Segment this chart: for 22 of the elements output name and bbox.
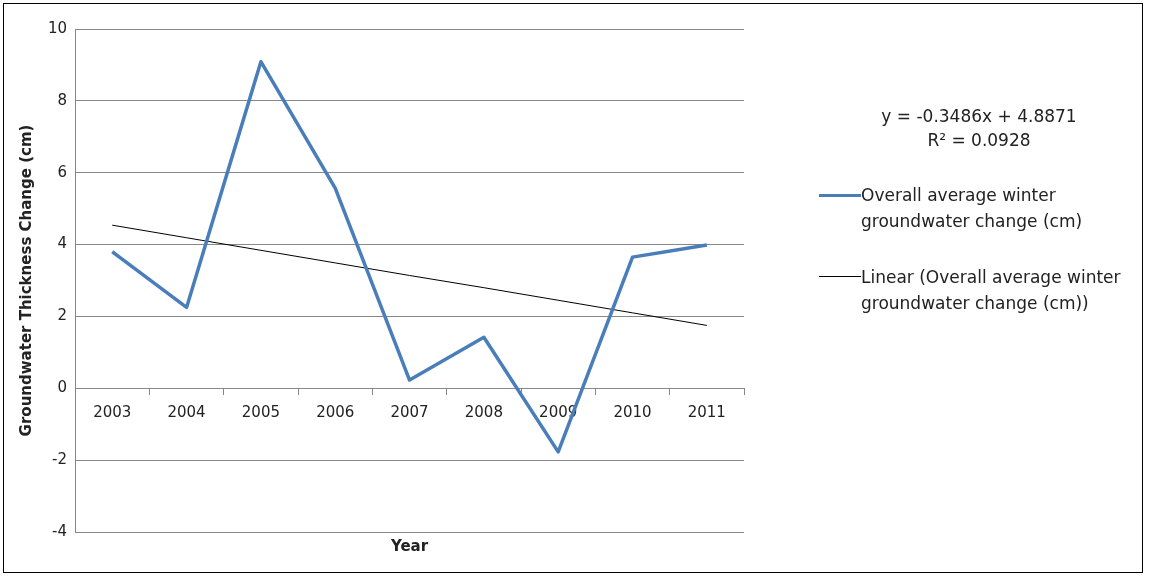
y-tick-label: 0 (57, 378, 68, 397)
x-tick-label: 2006 (316, 403, 355, 422)
x-axis-title: Year (389, 537, 429, 556)
x-tick-label: 2005 (241, 403, 280, 422)
x-tick-label: 2010 (613, 403, 652, 422)
y-tick-label: -4 (52, 521, 68, 540)
y-tick-label: 2 (57, 306, 68, 325)
x-tick-label: 2008 (464, 403, 503, 422)
y-tick-label: 8 (57, 90, 68, 109)
text: R² = 0.0928 (926, 129, 1032, 152)
y-tick-label: 6 (57, 162, 68, 181)
x-tick-label: 2007 (390, 403, 429, 422)
y-tick-label: 10 (47, 18, 68, 37)
x-tick-label: 2004 (167, 403, 206, 422)
text: y = -0.3486x + 4.8871 (880, 105, 1078, 128)
x-tick-label: 2003 (93, 403, 132, 422)
y-tick-label: -2 (52, 450, 68, 469)
y-axis-title: Groundwater Thickness Change (cm) (16, 124, 35, 437)
legend-label: Overall average winter groundwater change (cm) (861, 184, 1084, 233)
legend-label: Linear (Overall average winter groundwater change (cm)) (861, 266, 1122, 315)
x-tick-label: 2011 (687, 403, 726, 422)
y-tick-label: 4 (57, 234, 68, 253)
